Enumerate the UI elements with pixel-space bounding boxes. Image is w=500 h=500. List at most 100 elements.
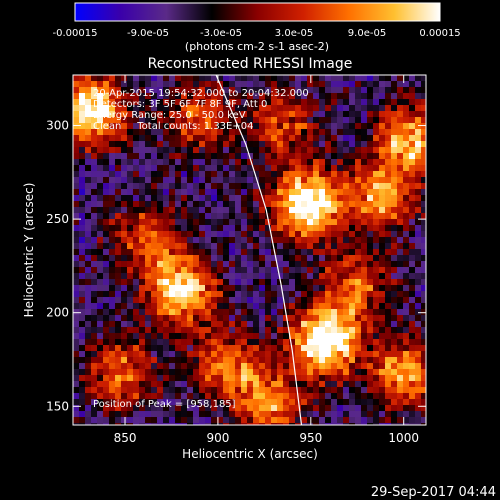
heatmap-cell (373, 141, 380, 148)
heatmap-cell (187, 177, 194, 184)
heatmap-cell (265, 87, 272, 94)
heatmap-cell (253, 81, 260, 88)
heatmap-cell (217, 327, 224, 334)
heatmap-cell (115, 93, 122, 100)
heatmap-cell (289, 315, 296, 322)
heatmap-cell (343, 327, 350, 334)
heatmap-cell (307, 105, 314, 112)
heatmap-cell (385, 417, 392, 424)
heatmap-cell (85, 81, 92, 88)
heatmap-cell (379, 231, 386, 238)
heatmap-cell (277, 297, 284, 304)
heatmap-cell (169, 339, 176, 346)
heatmap-cell (115, 249, 122, 256)
heatmap-cell (265, 195, 272, 202)
heatmap-cell (175, 327, 182, 334)
heatmap-cell (97, 321, 104, 328)
heatmap-cell (361, 177, 368, 184)
heatmap-cell (79, 297, 86, 304)
heatmap-cell (217, 303, 224, 310)
heatmap-cell (97, 381, 104, 388)
heatmap-cell (331, 213, 338, 220)
heatmap-cell (115, 393, 122, 400)
heatmap-cell (109, 123, 116, 130)
heatmap-cell (217, 315, 224, 322)
heatmap-cell (181, 405, 188, 412)
heatmap-cell (373, 213, 380, 220)
heatmap-cell (187, 231, 194, 238)
heatmap-cell (325, 321, 332, 328)
heatmap-cell (283, 75, 290, 82)
heatmap-cell (403, 237, 410, 244)
heatmap-cell (181, 93, 188, 100)
heatmap-cell (163, 255, 170, 262)
heatmap-cell (103, 249, 110, 256)
heatmap-cell (133, 417, 140, 424)
heatmap-cell (229, 123, 236, 130)
heatmap-cell (145, 225, 152, 232)
heatmap-cell (115, 129, 122, 136)
heatmap-cell (241, 363, 248, 370)
heatmap-cell (415, 417, 422, 424)
heatmap-cell (253, 153, 260, 160)
heatmap-cell (319, 381, 326, 388)
heatmap-cell (163, 93, 170, 100)
heatmap-cell (355, 129, 362, 136)
heatmap-cell (409, 273, 416, 280)
heatmap-cell (145, 345, 152, 352)
heatmap-cell (247, 213, 254, 220)
heatmap-cell (247, 249, 254, 256)
heatmap-cell (73, 105, 80, 112)
heatmap-cell (157, 165, 164, 172)
heatmap-cell (421, 159, 426, 166)
heatmap-cell (367, 285, 374, 292)
heatmap-cell (91, 303, 98, 310)
heatmap-cell (133, 405, 140, 412)
heatmap-cell (337, 321, 344, 328)
heatmap-cell (181, 387, 188, 394)
heatmap-cell (349, 213, 356, 220)
heatmap-cell (349, 189, 356, 196)
heatmap-cell (259, 177, 266, 184)
heatmap-cell (325, 189, 332, 196)
heatmap-cell (271, 255, 278, 262)
heatmap-cell (187, 261, 194, 268)
heatmap-cell (229, 297, 236, 304)
heatmap-cell (325, 201, 332, 208)
heatmap-cell (85, 279, 92, 286)
heatmap-cell (307, 309, 314, 316)
heatmap-cell (259, 141, 266, 148)
heatmap-cell (187, 423, 194, 425)
heatmap-cell (151, 213, 158, 220)
heatmap-cell (403, 219, 410, 226)
heatmap-cell (79, 81, 86, 88)
heatmap-cell (415, 123, 422, 130)
heatmap-cell (205, 141, 212, 148)
heatmap-cell (343, 267, 350, 274)
heatmap-cell (175, 363, 182, 370)
heatmap-cell (205, 171, 212, 178)
heatmap-cell (337, 267, 344, 274)
heatmap-cell (151, 177, 158, 184)
heatmap-cell (325, 267, 332, 274)
heatmap-cell (181, 237, 188, 244)
heatmap-cell (127, 237, 134, 244)
heatmap-cell (193, 363, 200, 370)
heatmap-cell (211, 291, 218, 298)
heatmap-cell (211, 117, 218, 124)
heatmap-cell (85, 381, 92, 388)
heatmap-cell (289, 387, 296, 394)
heatmap-cell (259, 225, 266, 232)
heatmap-cell (151, 87, 158, 94)
heatmap-cell (415, 267, 422, 274)
heatmap-cell (229, 339, 236, 346)
heatmap-cell (379, 105, 386, 112)
heatmap-cell (319, 345, 326, 352)
heatmap-cell (349, 393, 356, 400)
heatmap-cell (379, 417, 386, 424)
heatmap-cell (385, 381, 392, 388)
heatmap-cell (271, 141, 278, 148)
heatmap-cell (337, 135, 344, 142)
heatmap-cell (403, 273, 410, 280)
heatmap-cell (211, 129, 218, 136)
